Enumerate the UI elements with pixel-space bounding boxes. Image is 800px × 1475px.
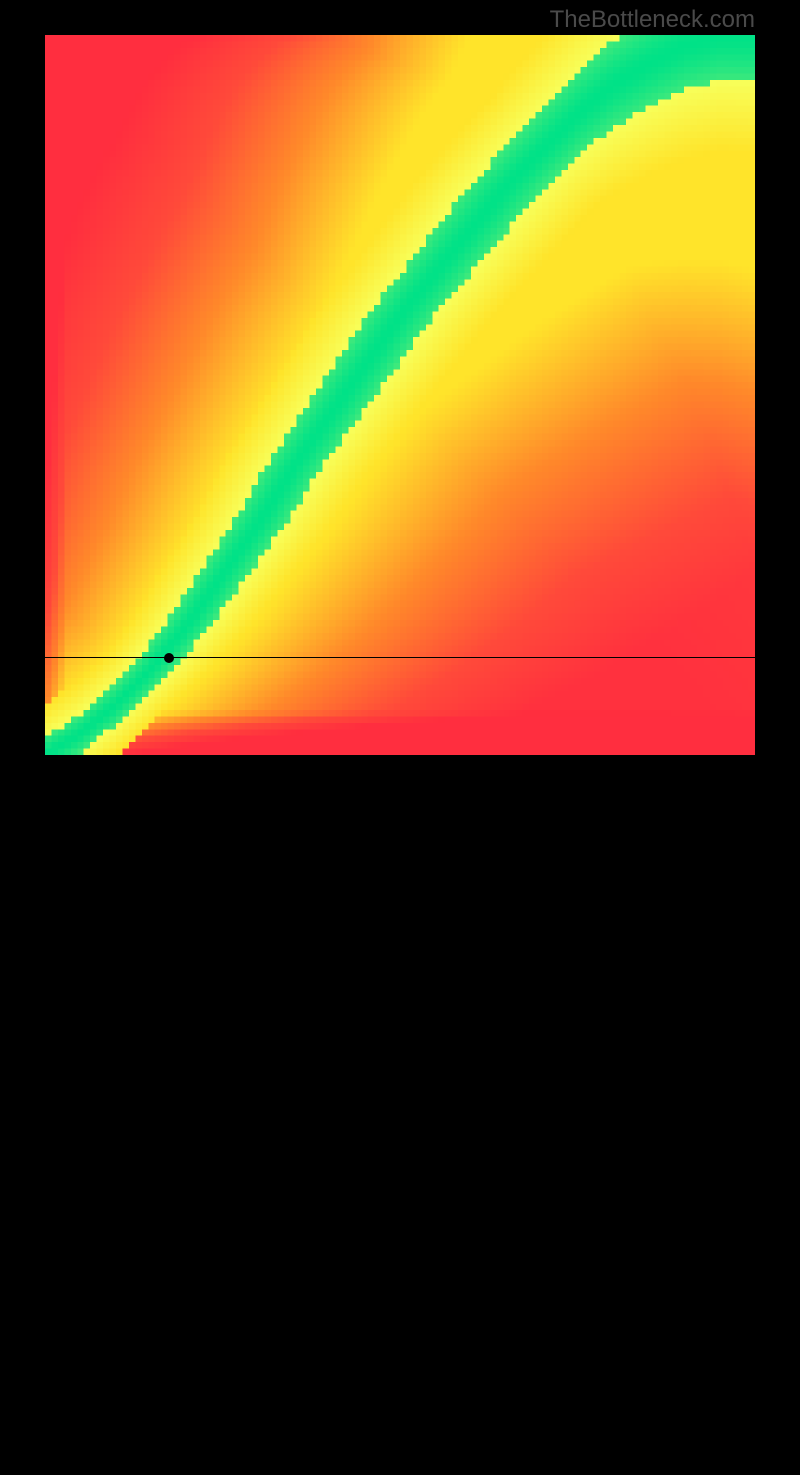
heatmap-canvas xyxy=(45,35,755,755)
crosshair-marker xyxy=(164,653,174,663)
crosshair-horizontal xyxy=(45,657,755,658)
crosshair-vertical xyxy=(169,755,170,1475)
heatmap-plot xyxy=(45,35,755,755)
watermark-text: TheBottleneck.com xyxy=(550,6,755,34)
